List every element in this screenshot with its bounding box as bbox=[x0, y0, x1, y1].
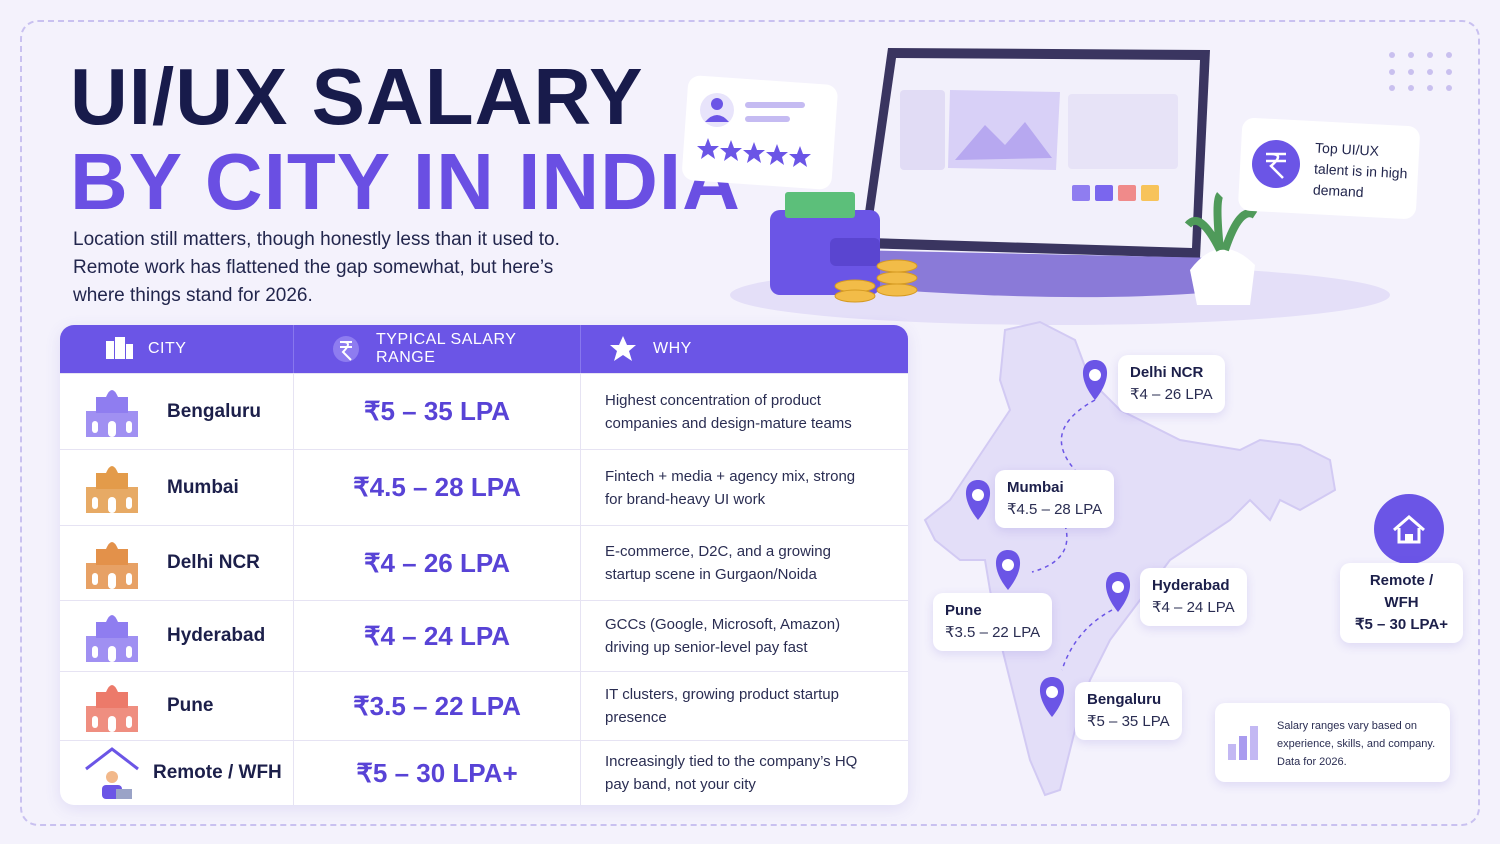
city-name: Delhi NCR bbox=[60, 525, 293, 600]
header-text: WHY bbox=[653, 340, 692, 357]
remote-name: Remote / WFH bbox=[1369, 572, 1434, 611]
city-icon bbox=[86, 684, 138, 732]
city-icon bbox=[86, 466, 138, 513]
column-header: TYPICAL SALARY RANGE bbox=[293, 325, 580, 373]
reason: Highest concentration of product compani… bbox=[580, 373, 908, 449]
city-icon bbox=[86, 614, 138, 662]
city-name: Bengaluru bbox=[60, 373, 293, 449]
title-line-1: UI/UX SALARY bbox=[70, 52, 644, 141]
salary-range: ₹4 – 24 LPA bbox=[293, 600, 580, 671]
city-icon bbox=[85, 746, 139, 799]
map-pin-dot bbox=[1046, 686, 1058, 698]
column-header: WHY bbox=[580, 325, 908, 373]
city-name: Mumbai bbox=[60, 449, 293, 525]
pin-city: Mumbai bbox=[1007, 479, 1064, 496]
map-pin-dot bbox=[1002, 559, 1014, 571]
salary-range: ₹4.5 – 28 LPA bbox=[293, 449, 580, 525]
salary-range: ₹3.5 – 22 LPA bbox=[293, 671, 580, 740]
column-header: CITY bbox=[60, 325, 293, 373]
intro: Location still matters, though honestly … bbox=[73, 229, 560, 306]
reason: Fintech + media + agency mix, strong for… bbox=[580, 449, 908, 525]
title-line-2: BY CITY IN INDIA bbox=[70, 137, 741, 226]
city-name: Hyderabad bbox=[60, 600, 293, 671]
city-icon bbox=[86, 390, 138, 437]
frame bbox=[20, 20, 1480, 826]
pin-salary: ₹4 – 24 LPA bbox=[1152, 599, 1235, 616]
remote-icon bbox=[1374, 494, 1444, 564]
city-icon bbox=[86, 541, 138, 589]
pin-label: Bengaluru ₹5 – 35 LPA bbox=[1075, 682, 1182, 740]
remote-label: Remote / WFH ₹5 – 30 LPA+ bbox=[1340, 563, 1463, 643]
header-text: CITY bbox=[148, 340, 187, 357]
city-name: Remote / WFH bbox=[60, 740, 293, 805]
map-pin-dot bbox=[972, 489, 984, 501]
map-pin-dot bbox=[1112, 581, 1124, 593]
pin-salary: ₹4 – 26 LPA bbox=[1130, 386, 1213, 403]
header-icon bbox=[333, 336, 359, 362]
callout: Top UI/UX talent is in high demand bbox=[1312, 139, 1408, 201]
pin-label: Mumbai ₹4.5 – 28 LPA bbox=[995, 470, 1115, 528]
pin-label: Hyderabad ₹4 – 24 LPA bbox=[1140, 568, 1247, 626]
pin-city: Pune bbox=[945, 602, 982, 619]
map bbox=[923, 320, 1337, 797]
header-icon bbox=[610, 336, 636, 361]
remote-salary: ₹5 – 30 LPA+ bbox=[1354, 616, 1449, 633]
illustration bbox=[682, 48, 1452, 325]
salary-table: CITY TYPICAL SALARY RANGE WHY Bengaluru ₹5 –… bbox=[60, 325, 908, 805]
salary-range: ₹4 – 26 LPA bbox=[293, 525, 580, 600]
map-pin-dot bbox=[1089, 369, 1101, 381]
salary-range: ₹5 – 30 LPA+ bbox=[293, 740, 580, 805]
pin-salary: ₹4.5 – 28 LPA bbox=[1007, 501, 1103, 518]
pin-city: Hyderabad bbox=[1152, 577, 1230, 594]
note-icon bbox=[1228, 726, 1258, 760]
salary-range: ₹5 – 35 LPA bbox=[293, 373, 580, 449]
pin-city: Bengaluru bbox=[1087, 691, 1162, 708]
reason: Increasingly tied to the company’s HQ pa… bbox=[580, 740, 908, 805]
pin-label: Pune ₹3.5 – 22 LPA bbox=[933, 593, 1053, 651]
reason: E-commerce, D2C, and a growing startup s… bbox=[580, 525, 908, 600]
reason: GCCs (Google, Microsoft, Amazon) driving… bbox=[580, 600, 908, 671]
header-icon bbox=[106, 337, 133, 359]
pin-city: Delhi NCR bbox=[1130, 364, 1204, 381]
header-text: TYPICAL SALARY RANGE bbox=[376, 331, 517, 366]
reason: IT clusters, growing product startup pre… bbox=[580, 671, 908, 740]
pin-label: Delhi NCR ₹4 – 26 LPA bbox=[1118, 355, 1225, 413]
pin-salary: ₹5 – 35 LPA bbox=[1087, 713, 1170, 730]
pin-salary: ₹3.5 – 22 LPA bbox=[945, 624, 1041, 641]
city-name: Pune bbox=[60, 671, 293, 740]
